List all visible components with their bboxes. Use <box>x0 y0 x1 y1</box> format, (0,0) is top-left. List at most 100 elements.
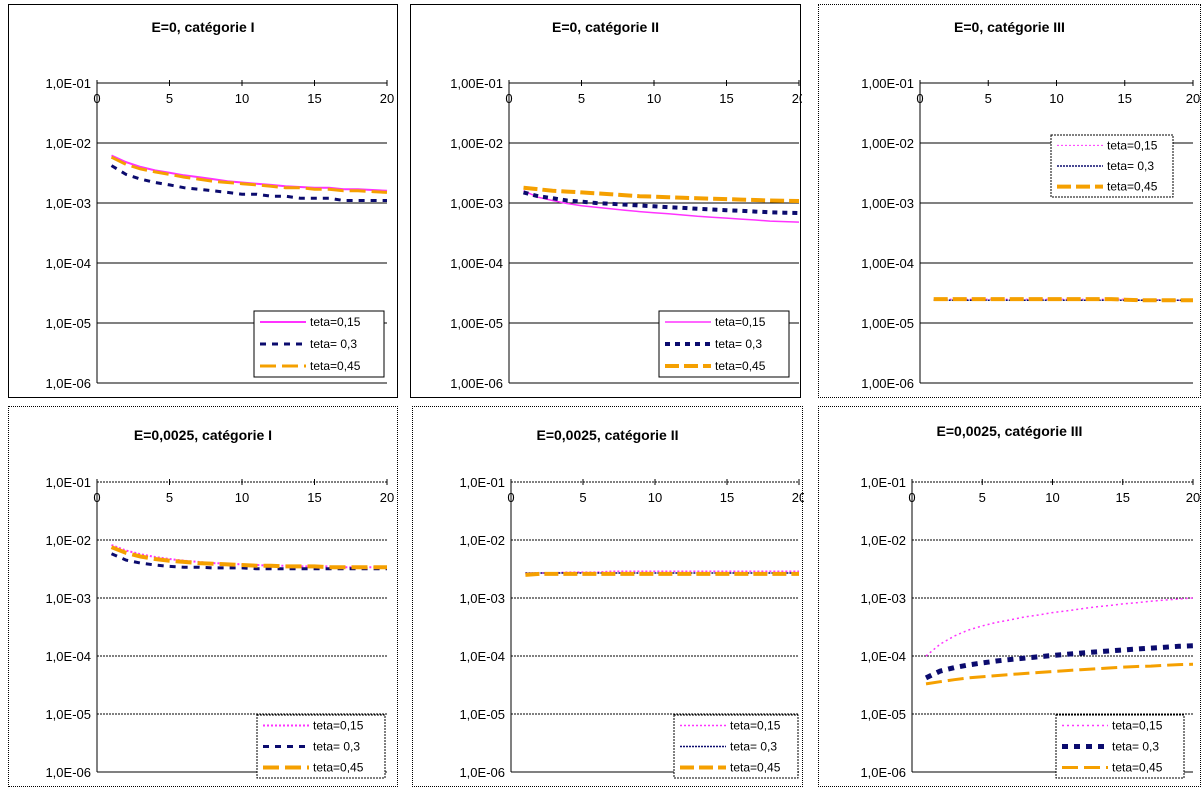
legend-label-3: teta=0,45 <box>1112 761 1163 775</box>
series-line-3 <box>525 571 799 577</box>
y-tick-label: 1,00E-05 <box>450 316 503 331</box>
series-line-2 <box>110 164 387 202</box>
x-tick-label: 10 <box>235 490 249 505</box>
x-tick-label: 10 <box>647 91 661 106</box>
chart-title: E=0,0025, catégorie II <box>536 427 679 443</box>
chart-panel-e0025-cat1: E=0,0025, catégorie I 1,0E-06 1,0E-05 1,0E… <box>8 406 398 787</box>
chart-panel-e0025-cat2: E=0,0025, catégorie II 1,0E-06 1,0E-05 1,0… <box>412 406 804 787</box>
y-tick-label: 1,00E-04 <box>861 256 914 271</box>
x-tick-label: 5 <box>166 91 173 106</box>
y-tick-label: 1,00E-05 <box>861 316 914 331</box>
x-tick-label: 20 <box>1186 91 1200 106</box>
chart-panel-e0025-cat3: E=0,0025, catégorie III 1,0E-06 1,0E-05 1,… <box>818 406 1201 787</box>
chart-panel-e0-cat2: E=0, catégorie II 1,00E-06 1,00E-05 1,00E-… <box>410 4 802 398</box>
x-tick-label: 10 <box>1045 490 1059 505</box>
chart-svg: 1,00E-06 1,00E-05 1,00E-04 1,00E-03 1,00E-02… <box>450 76 802 391</box>
x-tick-label: 10 <box>235 91 249 106</box>
x-tick-label: 10 <box>1049 91 1063 106</box>
chart-svg: 1,0E-06 1,0E-05 1,0E-04 1,0E-03 1,0E-02 1,0E-… <box>459 475 804 780</box>
legend-label-1: teta=0,15 <box>1107 138 1158 152</box>
y-tick-label: 1,00E-03 <box>861 196 914 211</box>
series-line-3 <box>933 297 1193 303</box>
x-tick-label: 15 <box>720 490 734 505</box>
y-tick-label: 1,0E-02 <box>860 533 906 548</box>
y-tick-label: 1,0E-03 <box>45 196 91 211</box>
x-tick-label: 15 <box>1118 91 1132 106</box>
x-tick-label: 0 <box>93 490 100 505</box>
chart-title: E=0, catégorie I <box>151 19 255 35</box>
chart-svg: 1,0E-06 1,0E-05 1,0E-04 1,0E-03 1,0E-02 1,0E-… <box>45 475 394 780</box>
y-tick-label: 1,0E-03 <box>45 591 91 606</box>
y-tick-label: 1,0E-03 <box>459 591 505 606</box>
y-tick-label: 1,0E-06 <box>45 765 91 780</box>
y-tick-label: 1,0E-05 <box>860 707 906 722</box>
legend-label-2: teta= 0,3 <box>1112 740 1159 754</box>
series-line-3 <box>523 185 800 203</box>
chart-title: E=0, catégorie II <box>552 19 659 35</box>
y-tick-label: 1,0E-05 <box>45 707 91 722</box>
legend-label-3: teta=0,45 <box>1107 180 1158 194</box>
legend-label-1: teta=0,15 <box>715 315 766 329</box>
series-line-1 <box>523 190 800 223</box>
y-tick-label: 1,00E-04 <box>450 256 503 271</box>
y-tick-label: 1,0E-03 <box>860 591 906 606</box>
x-tick-label: 20 <box>380 490 394 505</box>
y-tick-label: 1,0E-01 <box>459 475 505 490</box>
chart-panel-e0-cat3: E=0, catégorie III 1,00E-06 1,00E-05 1,00E… <box>818 4 1201 398</box>
y-tick-label: 1,0E-01 <box>45 475 91 490</box>
x-tick-label: 5 <box>979 490 986 505</box>
y-tick-label: 1,0E-02 <box>45 136 91 151</box>
x-tick-label: 15 <box>307 490 321 505</box>
legend-label-1: teta=0,15 <box>730 719 781 733</box>
chart-title: E=0, catégorie III <box>954 19 1065 35</box>
x-tick-label: 20 <box>792 490 804 505</box>
legend-label-1: teta=0,15 <box>1112 719 1163 733</box>
legend-label-2: teta= 0,3 <box>313 740 360 754</box>
y-tick-label: 1,0E-06 <box>860 765 906 780</box>
chart-panel-e0-cat1: E=0, catégorie I 1,0E-06 1,0E-05 1,0E-04 1,… <box>8 4 398 398</box>
y-tick-label: 1,0E-01 <box>45 76 91 91</box>
x-tick-label: 15 <box>307 91 321 106</box>
y-tick-label: 1,00E-02 <box>450 136 503 151</box>
x-tick-label: 5 <box>578 91 585 106</box>
y-tick-label: 1,0E-04 <box>459 649 505 664</box>
x-tick-label: 0 <box>916 91 923 106</box>
x-tick-label: 0 <box>908 490 915 505</box>
y-tick-label: 1,00E-02 <box>861 136 914 151</box>
x-tick-label: 20 <box>792 91 802 106</box>
series-line-2 <box>522 190 800 215</box>
legend-label-2: teta= 0,3 <box>310 337 357 351</box>
x-tick-label: 15 <box>1116 490 1130 505</box>
chart-svg: 1,0E-06 1,0E-05 1,0E-04 1,0E-03 1,0E-02 1,0E-… <box>45 76 394 391</box>
y-tick-label: 1,00E-06 <box>450 376 503 391</box>
y-tick-label: 1,00E-01 <box>861 76 914 91</box>
y-tick-label: 1,0E-04 <box>45 649 91 664</box>
series-line-3 <box>925 662 1194 686</box>
y-tick-label: 1,00E-03 <box>450 196 503 211</box>
x-tick-label: 0 <box>505 91 512 106</box>
legend-label-3: teta=0,45 <box>730 761 781 775</box>
x-tick-label: 5 <box>166 490 173 505</box>
y-tick-label: 1,0E-06 <box>459 765 505 780</box>
y-tick-label: 1,0E-02 <box>459 533 505 548</box>
chart-svg: 1,0E-06 1,0E-05 1,0E-04 1,0E-03 1,0E-02 1,0E-… <box>860 475 1200 780</box>
series-line-2 <box>924 643 1194 681</box>
y-tick-label: 1,0E-02 <box>45 533 91 548</box>
legend-label-3: teta=0,45 <box>313 761 364 775</box>
x-tick-label: 20 <box>1186 490 1200 505</box>
legend-label-2: teta= 0,3 <box>715 337 762 351</box>
series-line-3 <box>110 545 387 570</box>
x-tick-label: 20 <box>380 91 394 106</box>
legend-label-2: teta= 0,3 <box>1107 159 1154 173</box>
y-tick-label: 1,0E-06 <box>45 376 91 391</box>
x-tick-label: 10 <box>648 490 662 505</box>
legend-label-3: teta=0,45 <box>715 359 766 373</box>
y-tick-label: 1,00E-06 <box>861 376 914 391</box>
legend-label-1: teta=0,15 <box>310 315 361 329</box>
y-tick-label: 1,0E-04 <box>45 256 91 271</box>
x-tick-label: 0 <box>93 91 100 106</box>
y-tick-label: 1,00E-01 <box>450 76 503 91</box>
series-line-3 <box>110 155 388 194</box>
chart-svg: 1,00E-06 1,00E-05 1,00E-04 1,00E-03 1,00E-02… <box>861 76 1200 391</box>
legend-box <box>673 714 799 779</box>
